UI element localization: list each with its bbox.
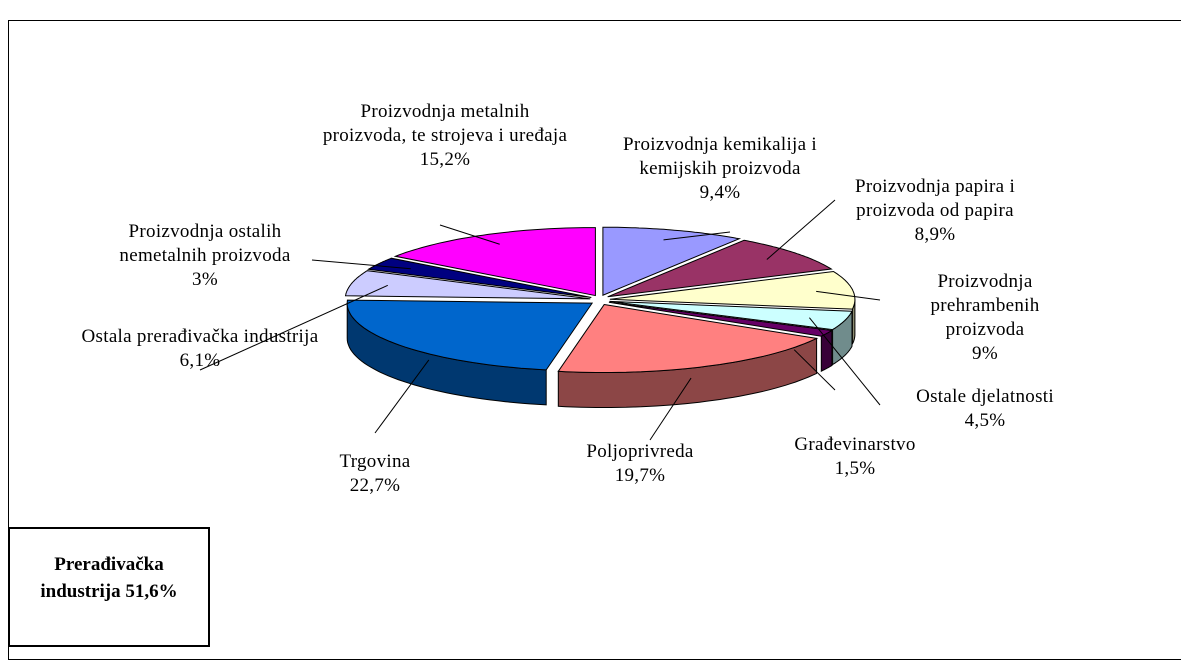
leader-line [374,359,430,434]
slice-label: Poljoprivreda 19,7% [540,440,740,488]
slice [393,227,596,297]
slice [609,300,853,331]
leader-line [199,284,388,371]
slice-side [820,329,833,373]
leader-line [793,349,836,391]
value-label: 1,5% [834,458,876,479]
slice-label: Proizvodnja ostalih nemetalnih proizvoda… [85,220,325,292]
value-label: 9% [972,343,998,364]
slice [346,299,594,371]
category-label: Ostale djelatnosti [916,386,1054,407]
annotation: Prerađivačka industrija 51,6% [8,527,210,647]
value-label: 9,4% [699,182,741,203]
category-label: Građevinarstvo [794,434,916,455]
leader-line [663,231,731,241]
category-label: Trgovina [339,451,411,472]
value-label: 3% [192,269,218,290]
category-label: Proizvodnja ostalih nemetalnih proizvoda [119,221,291,266]
slice [609,270,856,310]
leader-line [816,290,881,301]
category-label: Proizvodnja metalnih proizvoda, te stroj… [322,101,568,146]
category-label: Proizvodnja kemikalija i kemijskih proiz… [623,134,817,179]
leader-line [809,317,881,406]
slice [367,257,592,299]
slice-label: Trgovina 22,7% [300,450,450,498]
slice-label: Građevinarstvo 1,5% [755,433,955,481]
slice-label: Proizvodnja metalnih proizvoda, te stroj… [320,100,570,172]
slice [344,270,591,300]
leader-line [766,199,836,260]
value-label: 19,7% [614,465,666,486]
value-label: 15,2% [419,149,471,170]
category-label: Poljoprivreda [586,441,694,462]
chart [199,199,881,441]
value-label: 4,5% [964,410,1006,431]
slice-label: Proizvodnja papira i proizvoda od papira… [820,175,1050,247]
leader-line [439,224,500,245]
slice [607,239,833,298]
slice-label: Proizvodnja kemikalija i kemijskih proiz… [600,133,840,205]
value-label: 6,1% [179,350,221,371]
leader-line [311,259,411,270]
category-label: Proizvodnja prehrambenih proizvoda [930,271,1040,340]
slice-label: Proizvodnja prehrambenih proizvoda 9% [910,270,1060,366]
slice-label: Ostala prerađivačka industrija 6,1% [80,325,320,373]
slice [557,304,819,373]
leader-line [649,377,692,441]
category-label: Proizvodnja papira i proizvoda od papira [854,176,1016,221]
slice [602,226,742,296]
category-label: Ostala prerađivačka industrija [81,326,319,347]
slice-label: Ostale djelatnosti 4,5% [870,385,1100,433]
value-label: 8,9% [914,224,956,245]
page: (() => { const data = JSON.parse(documen… [8,20,1181,660]
value-label: 22,7% [349,475,401,496]
